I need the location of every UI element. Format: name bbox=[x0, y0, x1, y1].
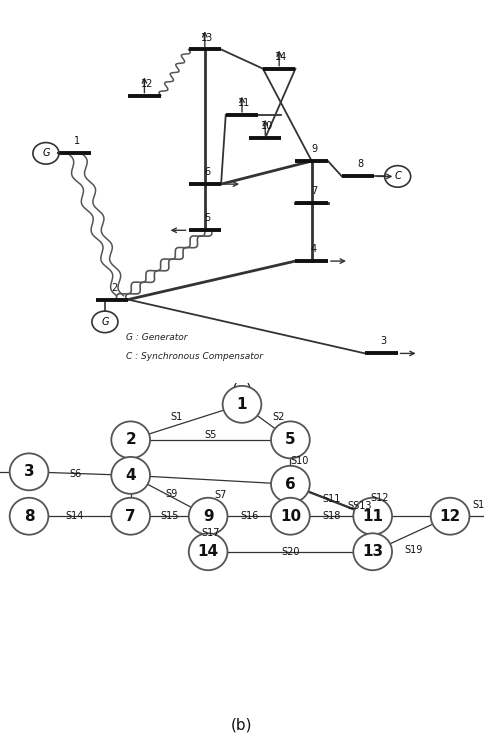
Text: 8: 8 bbox=[357, 160, 363, 169]
Text: 9: 9 bbox=[203, 508, 213, 524]
Text: 8: 8 bbox=[24, 508, 34, 524]
Text: 5: 5 bbox=[204, 213, 210, 223]
Text: S17: S17 bbox=[201, 528, 220, 538]
Text: (a): (a) bbox=[231, 383, 253, 397]
Text: 12: 12 bbox=[439, 508, 461, 524]
Text: S10: S10 bbox=[290, 456, 308, 466]
Text: 14: 14 bbox=[275, 52, 287, 61]
Text: 13: 13 bbox=[362, 544, 383, 559]
Text: 4: 4 bbox=[311, 244, 317, 254]
Text: G: G bbox=[42, 148, 50, 158]
Text: S2: S2 bbox=[272, 411, 285, 422]
Text: S19: S19 bbox=[472, 500, 484, 510]
Text: 2: 2 bbox=[111, 283, 117, 292]
Text: S15: S15 bbox=[160, 511, 179, 521]
Ellipse shape bbox=[10, 454, 48, 491]
Ellipse shape bbox=[271, 465, 310, 502]
Text: C: C bbox=[394, 172, 401, 181]
Ellipse shape bbox=[223, 386, 261, 423]
Text: 3: 3 bbox=[24, 464, 34, 480]
Text: 5: 5 bbox=[285, 432, 296, 448]
Text: S18: S18 bbox=[322, 511, 341, 521]
Text: 6: 6 bbox=[204, 167, 210, 177]
Ellipse shape bbox=[353, 534, 392, 571]
Text: 1: 1 bbox=[74, 136, 80, 147]
Ellipse shape bbox=[189, 498, 227, 535]
Text: 9: 9 bbox=[311, 144, 317, 154]
Text: 7: 7 bbox=[125, 508, 136, 524]
Text: S11: S11 bbox=[322, 494, 341, 504]
Text: SS13: SS13 bbox=[347, 501, 371, 511]
Text: (b): (b) bbox=[231, 718, 253, 733]
Text: G : Generator: G : Generator bbox=[126, 333, 187, 342]
Text: C : Synchronous Compensator: C : Synchronous Compensator bbox=[126, 352, 263, 361]
Text: 11: 11 bbox=[238, 98, 250, 108]
Text: S9: S9 bbox=[166, 489, 178, 500]
Ellipse shape bbox=[189, 534, 227, 571]
Text: 14: 14 bbox=[197, 544, 219, 559]
Text: S1: S1 bbox=[170, 411, 183, 422]
Text: 2: 2 bbox=[125, 432, 136, 448]
Ellipse shape bbox=[111, 421, 150, 458]
Text: 13: 13 bbox=[201, 33, 213, 42]
Text: S16: S16 bbox=[240, 511, 258, 521]
Text: S19: S19 bbox=[405, 545, 423, 555]
Text: 1: 1 bbox=[237, 397, 247, 412]
Ellipse shape bbox=[111, 457, 150, 494]
Text: S7: S7 bbox=[214, 490, 227, 500]
Ellipse shape bbox=[353, 498, 392, 535]
Ellipse shape bbox=[271, 421, 310, 458]
Text: 11: 11 bbox=[362, 508, 383, 524]
Ellipse shape bbox=[431, 498, 469, 535]
Text: S12: S12 bbox=[371, 493, 389, 502]
Text: 10: 10 bbox=[280, 508, 301, 524]
Text: 10: 10 bbox=[261, 121, 273, 131]
Ellipse shape bbox=[10, 498, 48, 535]
Text: 6: 6 bbox=[285, 477, 296, 492]
Text: S20: S20 bbox=[281, 547, 300, 556]
Text: S14: S14 bbox=[66, 511, 84, 521]
Text: 12: 12 bbox=[140, 78, 153, 89]
Text: 7: 7 bbox=[311, 186, 317, 196]
Text: 4: 4 bbox=[125, 468, 136, 483]
Text: G: G bbox=[101, 317, 109, 327]
Text: S5: S5 bbox=[204, 430, 217, 440]
Ellipse shape bbox=[111, 498, 150, 535]
Ellipse shape bbox=[271, 498, 310, 535]
Text: 3: 3 bbox=[380, 337, 387, 346]
Text: S6: S6 bbox=[69, 468, 81, 479]
